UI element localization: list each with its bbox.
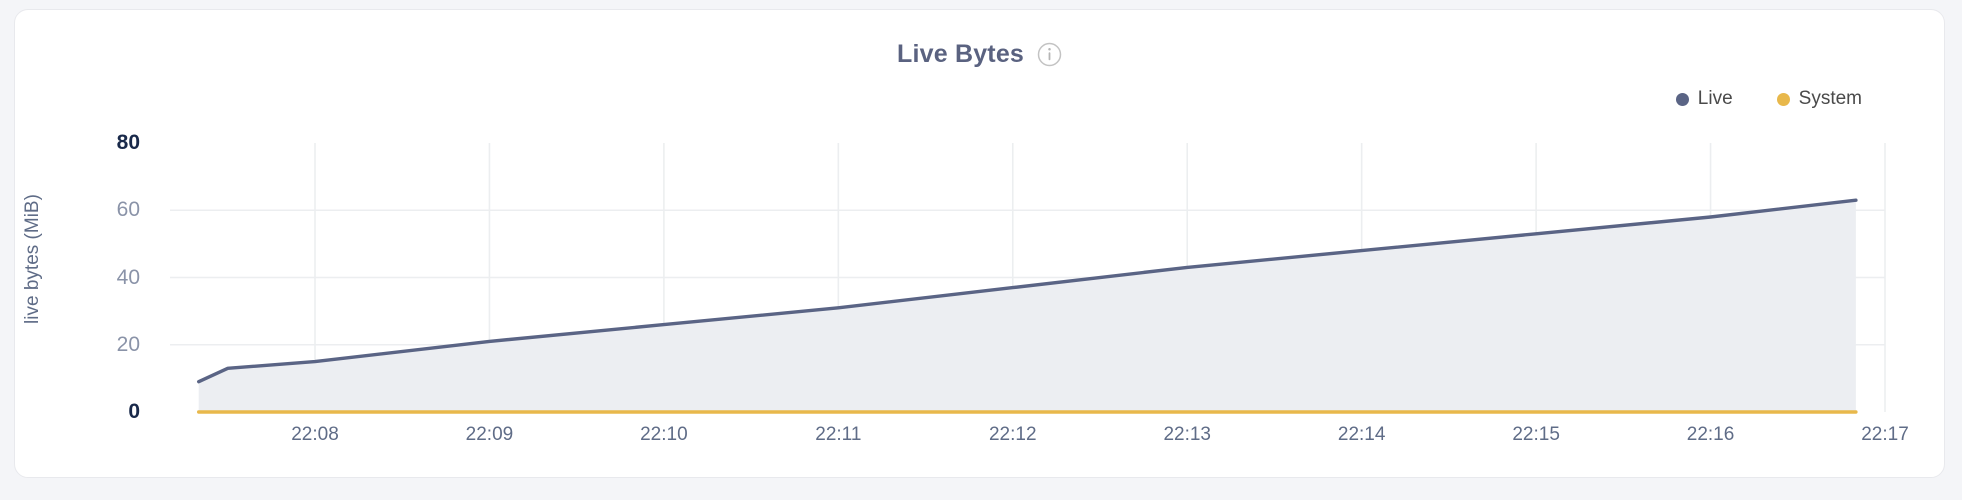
y-axis-tick-label: 0 — [128, 400, 140, 423]
chart-legend: Live System — [1675, 88, 1862, 110]
y-axis-tick-label: 80 — [116, 131, 140, 154]
info-circle-icon[interactable] — [1037, 42, 1062, 67]
y-axis-tick-label: 60 — [116, 198, 140, 222]
y-axis-tick-label: 20 — [116, 332, 140, 356]
x-axis-tick-label: 22:11 — [815, 424, 862, 445]
legend-swatch-live — [1675, 92, 1689, 106]
x-axis-tick-label: 22:10 — [640, 424, 688, 445]
x-axis-tick-label: 22:16 — [1686, 424, 1735, 445]
x-axis-tick-label: 22:14 — [1337, 424, 1386, 445]
x-axis-tick-label: 22:17 — [1861, 424, 1909, 445]
y-axis-title: live bytes (MiB) — [22, 194, 43, 324]
legend-item-system[interactable]: System — [1776, 88, 1862, 110]
x-axis-tick-label: 22:15 — [1512, 424, 1560, 445]
area-fill-live — [198, 200, 1856, 412]
chart-title-text: Live Bytes — [896, 40, 1025, 68]
legend-swatch-system — [1776, 92, 1790, 106]
series-line-live — [197, 198, 1858, 384]
x-axis-tick-label: 22:08 — [291, 424, 339, 445]
legend-item-live[interactable]: Live — [1675, 88, 1733, 110]
x-axis-tick-label: 22:12 — [988, 424, 1037, 445]
chart-gridlines — [170, 143, 1886, 412]
chart-series-layer — [197, 198, 1858, 414]
y-axis-tick-label: 40 — [116, 265, 140, 289]
x-axis-tick-label: 22:09 — [465, 424, 514, 445]
legend-label-live: Live — [1697, 88, 1733, 109]
page-title: Live Bytes — [15, 40, 1944, 69]
legend-label-system: System — [1798, 88, 1862, 109]
x-axis-tick-label: 22:13 — [1163, 424, 1211, 445]
